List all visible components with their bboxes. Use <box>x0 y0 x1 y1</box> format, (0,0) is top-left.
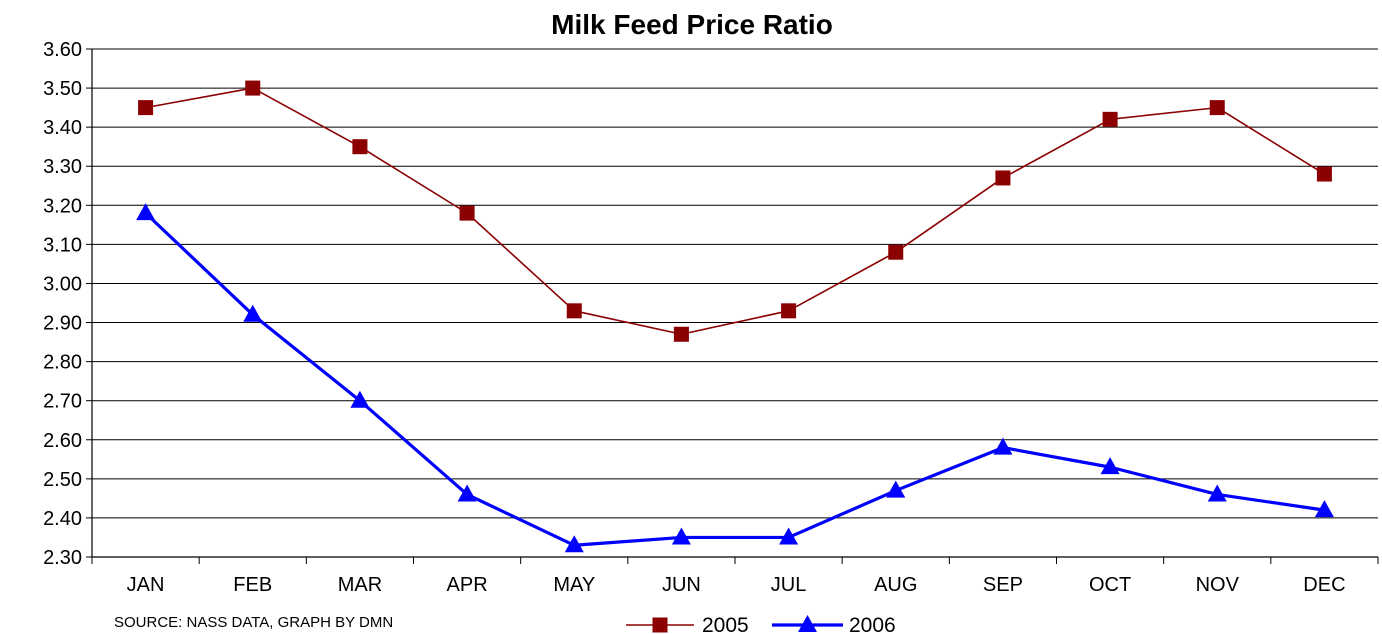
x-tick-label: APR <box>447 574 488 596</box>
data-point-2006-FEB <box>243 304 263 322</box>
x-tick-label: JAN <box>127 574 165 596</box>
data-point-2005-OCT <box>1102 111 1118 127</box>
data-point-2006-OCT <box>1100 457 1120 475</box>
y-tick-label: 2.40 <box>43 508 82 530</box>
x-tick-label: MAY <box>553 574 595 596</box>
data-point-2006-DEC <box>1314 500 1334 518</box>
series-2006 <box>136 203 1334 553</box>
data-point-2005-SEP <box>995 170 1011 186</box>
x-tick-label: MAR <box>338 574 382 596</box>
y-axis-tick-labels: 3.60 3.50 3.40 3.30 3.20 3.10 3.00 2.90 2.80 2.70… <box>43 39 82 569</box>
data-point-2005-MAR <box>352 139 368 155</box>
legend-item-2005: 2005 <box>626 614 749 634</box>
y-tick-label: 3.30 <box>43 156 82 178</box>
data-point-2006-JUL <box>779 527 799 545</box>
x-tick-label: OCT <box>1089 574 1131 596</box>
x-axis-tick-labels: JAN FEB MAR APR MAY JUN JUL AUG SEP OCT NOV DEC <box>127 574 1346 596</box>
series-line-2006 <box>144 211 1325 547</box>
y-tick-label: 2.30 <box>43 547 82 569</box>
series-2005 <box>138 80 1332 342</box>
source-note: SOURCE: NASS DATA, GRAPH BY DMN <box>114 614 393 631</box>
y-tick-label: 3.10 <box>43 234 82 256</box>
legend-item-2006: 2006 <box>772 614 896 634</box>
x-tick-label: JUL <box>771 574 807 596</box>
axes <box>86 48 1379 564</box>
data-point-2005-JAN <box>138 100 154 116</box>
y-tick-label: 3.60 <box>43 39 82 61</box>
y-tick-label: 2.50 <box>43 469 82 491</box>
x-tick-label: JUN <box>662 574 701 596</box>
data-point-2005-JUL <box>781 303 797 319</box>
y-tick-label: 2.60 <box>43 430 82 452</box>
data-point-2005-APR <box>459 205 475 221</box>
legend: 2005 2006 <box>626 614 896 634</box>
data-point-2006-APR <box>457 484 477 502</box>
y-tick-label: 2.70 <box>43 391 82 413</box>
data-point-2005-MAY <box>566 303 582 319</box>
y-tick-label: 3.50 <box>43 78 82 100</box>
data-point-2005-AUG <box>888 244 904 260</box>
series-line-2005 <box>145 87 1325 336</box>
chart-title: Milk Feed Price Ratio <box>551 9 833 40</box>
x-tick-label: DEC <box>1303 574 1345 596</box>
y-tick-label: 3.00 <box>43 273 82 295</box>
data-point-2006-NOV <box>1207 484 1227 502</box>
data-point-2006-SEP <box>993 437 1013 455</box>
y-tick-label: 3.20 <box>43 195 82 217</box>
legend-label: 2006 <box>849 614 896 634</box>
data-point-2006-JUN <box>671 527 691 545</box>
data-point-2006-MAY <box>564 535 584 553</box>
data-point-2005-NOV <box>1209 100 1225 116</box>
data-point-2006-AUG <box>886 480 906 498</box>
x-tick-label: AUG <box>874 574 917 596</box>
data-point-2005-JUN <box>673 326 689 342</box>
x-tick-label: FEB <box>233 574 272 596</box>
legend-marker <box>798 615 817 632</box>
data-point-2005-DEC <box>1316 166 1332 182</box>
y-tick-label: 2.90 <box>43 313 82 335</box>
data-point-2006-JAN <box>136 203 156 221</box>
x-tick-label: NOV <box>1196 574 1240 596</box>
legend-label: 2005 <box>702 614 749 634</box>
gridlines <box>92 48 1378 558</box>
legend-marker <box>652 617 668 633</box>
x-tick-label: SEP <box>983 574 1023 596</box>
y-tick-label: 2.80 <box>43 352 82 374</box>
data-point-2005-FEB <box>245 80 261 96</box>
y-tick-label: 3.40 <box>43 117 82 139</box>
series-layer <box>136 80 1334 553</box>
data-point-2006-MAR <box>350 390 370 408</box>
